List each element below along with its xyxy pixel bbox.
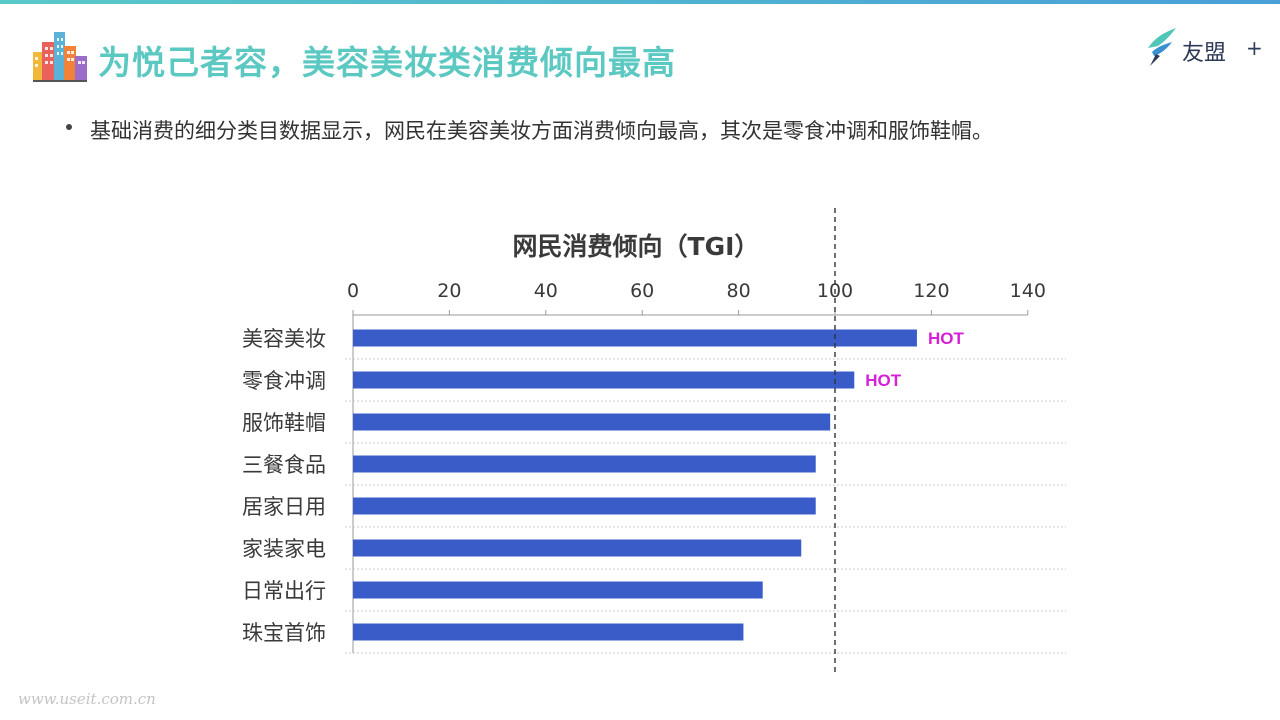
umeng-bird-icon [1148, 28, 1176, 66]
category-label: 日常出行 [242, 579, 326, 603]
watermark: www.useit.com.cn [18, 690, 156, 708]
bar [353, 455, 816, 473]
category-label: 三餐食品 [242, 453, 326, 477]
category-label: 服饰鞋帽 [242, 411, 326, 435]
bar [353, 581, 763, 599]
x-tick-label: 80 [727, 280, 751, 302]
x-tick-label: 40 [534, 280, 558, 302]
x-tick-label: 120 [913, 280, 949, 302]
category-label: 零食冲调 [242, 369, 326, 393]
umeng-logo: 友盟 + [1142, 26, 1267, 70]
logo-text: 友盟 [1182, 41, 1227, 66]
category-label: 珠宝首饰 [242, 621, 326, 645]
category-label: 美容美妆 [242, 327, 326, 351]
chart-title: 网民消费倾向（TGI） [513, 232, 760, 261]
bar [353, 497, 816, 515]
bar [353, 623, 744, 641]
hot-label: HOT [928, 329, 965, 348]
x-tick-label: 20 [437, 280, 461, 302]
bars [353, 329, 917, 641]
city-buildings-icon [33, 32, 87, 82]
top-accent-bar [0, 0, 1280, 4]
page-title: 为悦己者容，美容美妆类消费倾向最高 [98, 43, 676, 82]
bar [353, 413, 831, 431]
hot-annotations: HOT HOT [865, 329, 964, 390]
x-tick-label: 0 [347, 280, 359, 302]
bullet-dot [66, 124, 72, 130]
summary-text: 基础消费的细分类目数据显示，网民在美容美妆方面消费倾向最高，其次是零食冲调和服饰… [90, 119, 993, 143]
category-label: 居家日用 [242, 495, 326, 519]
hot-label: HOT [865, 371, 902, 390]
x-tick-label: 60 [630, 280, 654, 302]
bar [353, 371, 855, 389]
bar [353, 539, 802, 557]
x-tick-label: 140 [1010, 280, 1046, 302]
bar [353, 329, 917, 347]
category-label: 家装家电 [242, 537, 326, 561]
row-separators [345, 358, 1066, 654]
logo-plus: + [1246, 36, 1263, 60]
